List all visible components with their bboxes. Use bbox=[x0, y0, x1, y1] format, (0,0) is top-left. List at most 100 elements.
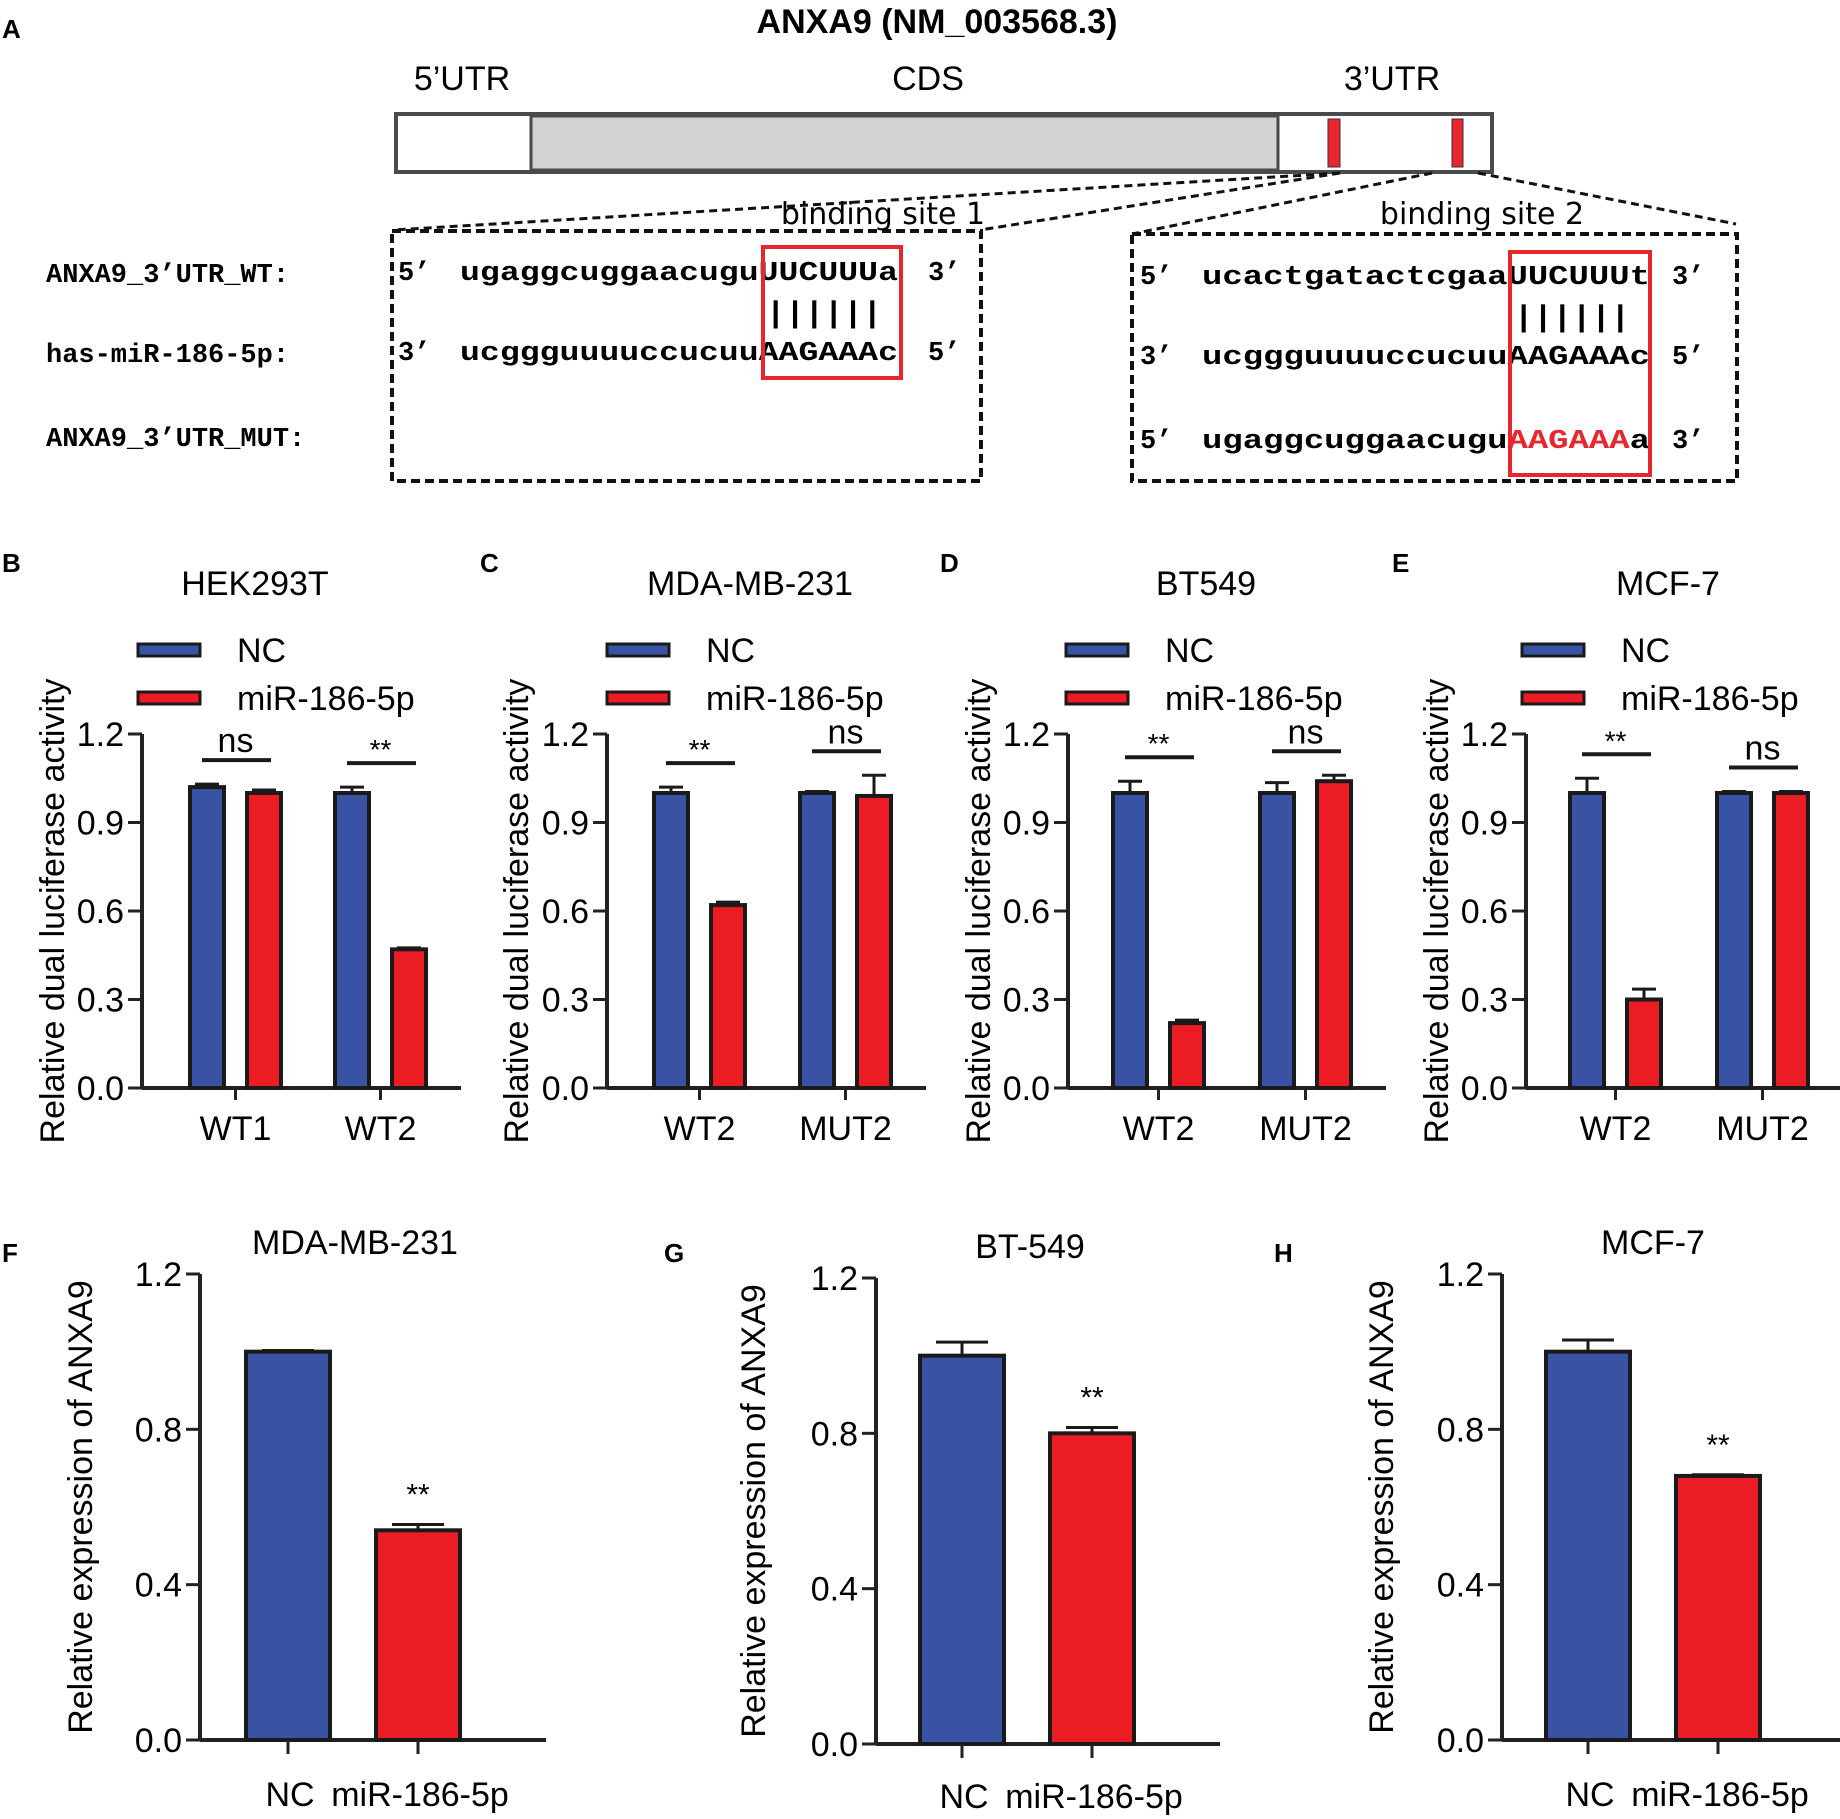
bar-mir-186-5p bbox=[1048, 1431, 1136, 1747]
y-tick-label: 0.9 bbox=[542, 805, 589, 843]
site1-wt-sequence: 5’ ugaggcuggaacugu UUCUUU a 3’ bbox=[398, 259, 960, 289]
y-axis-label: Relative dual luciferase activity bbox=[960, 679, 998, 1144]
y-tick-label: 0.0 bbox=[1461, 1070, 1508, 1108]
bar-mir-186-5p bbox=[390, 947, 428, 1090]
chart-f: F MDA-MB-231 0.0 0.4 0.8 1.2 Relative expressi… bbox=[2, 1224, 546, 1814]
x-tick-label: MUT2 bbox=[799, 1110, 892, 1148]
site1-wt-seq-line: ugaggcuggaacugu UUCUUU a bbox=[460, 259, 898, 289]
x-tick-label: NC bbox=[1565, 1776, 1614, 1814]
y-tick-label: 0.0 bbox=[77, 1070, 124, 1108]
significance-label: ** bbox=[406, 1478, 430, 1511]
site2-mut-p3: 3’ bbox=[1672, 427, 1704, 457]
y-tick-label: 0.3 bbox=[1003, 982, 1050, 1020]
y-tick-label: 0.6 bbox=[1003, 893, 1050, 931]
panel-letter: C bbox=[480, 548, 499, 578]
chart-g: G BT-549 0.0 0.4 0.8 1.2 Relative expression o… bbox=[664, 1228, 1220, 1816]
site1-highlight-box bbox=[761, 245, 903, 380]
site2-mut-sequence: 5’ ugaggcuggaacugu AAGAAA a 3’ bbox=[1140, 427, 1704, 457]
site1-box bbox=[390, 229, 983, 483]
site2-wt-p5: 5’ bbox=[1140, 263, 1172, 293]
y-tick-label: 0.9 bbox=[77, 805, 124, 843]
bar-nc bbox=[918, 1353, 1006, 1746]
panel-letter: H bbox=[1274, 1238, 1293, 1268]
bar-nc bbox=[1715, 791, 1753, 1090]
bar-nc bbox=[652, 791, 690, 1090]
panel-a: A ANXA9 (NM_003568.3) 5’UTR CDS 3’UTR bi… bbox=[2, 3, 1739, 483]
y-tick-label: 0.3 bbox=[77, 982, 124, 1020]
utr5-label: 5’UTR bbox=[414, 60, 510, 98]
significance-label: ** bbox=[1080, 1382, 1104, 1415]
site2-mir-core: AAGAAA bbox=[1507, 343, 1630, 373]
cds-region bbox=[529, 114, 1280, 172]
site1-mir-sequence: 3’ ucggguuuuccucuu AAGAAA c 5’ bbox=[398, 339, 960, 369]
panel-letter: E bbox=[1392, 548, 1409, 578]
bar-nc bbox=[798, 791, 836, 1090]
y-tick-label: 1.2 bbox=[1461, 716, 1508, 754]
legend-swatch-nc bbox=[136, 642, 202, 658]
bar-nc bbox=[333, 791, 371, 1090]
legend-swatch-mir bbox=[1064, 690, 1130, 706]
chart-h: H MCF-7 0.0 0.4 0.8 1.2 Relative expression of… bbox=[1274, 1224, 1840, 1814]
significance-label: ** bbox=[370, 734, 392, 765]
chart-c: C MDA-MB-231 NC miR-186-5p 0.0 0.3 0.6 0.9 1.2Re… bbox=[480, 548, 926, 1148]
panel-letter-a: A bbox=[2, 14, 21, 44]
y-tick-label: 0.9 bbox=[1003, 805, 1050, 843]
y-tick-label: 0.4 bbox=[811, 1571, 858, 1609]
x-tick-label: NC bbox=[939, 1778, 988, 1816]
chart-title: BT549 bbox=[1156, 565, 1256, 603]
y-tick-label: 0.3 bbox=[542, 982, 589, 1020]
binding-site-1-marker bbox=[1327, 118, 1341, 168]
legend-swatch-nc bbox=[605, 642, 671, 658]
y-tick-label: 0.6 bbox=[542, 893, 589, 931]
site2-label: binding site 2 bbox=[1380, 197, 1584, 232]
chart-title: MCF-7 bbox=[1616, 565, 1720, 603]
site2-wt-pre: ucactgatactcgaa bbox=[1202, 263, 1507, 293]
y-axis-label: Relative expression of ANXA9 bbox=[735, 1284, 773, 1738]
bar-mir-186-5p bbox=[1772, 791, 1810, 1090]
chart-title: MDA-MB-231 bbox=[647, 565, 853, 603]
bar-nc bbox=[1111, 791, 1149, 1090]
y-tick-label: 0.9 bbox=[1461, 805, 1508, 843]
y-tick-label: 0.0 bbox=[542, 1070, 589, 1108]
x-tick-label: MUT2 bbox=[1716, 1110, 1809, 1148]
legend-label-nc: NC bbox=[706, 632, 755, 670]
site1-wt-pre: ugaggcuggaacugu bbox=[460, 259, 759, 289]
y-tick-label: 0.0 bbox=[811, 1726, 858, 1764]
significance-label: ns bbox=[1288, 713, 1324, 751]
site1-mir-pre: ucggguuuuccucuu bbox=[460, 339, 759, 369]
site1-wt-p3: 3’ bbox=[928, 259, 960, 289]
y-axis-label: Relative dual luciferase activity bbox=[1418, 679, 1456, 1144]
significance-label: ** bbox=[689, 734, 711, 765]
site2-mir-sequence: 3’ ucggguuuuccucuu AAGAAA c 5’ bbox=[1140, 343, 1704, 373]
chart-title: MDA-MB-231 bbox=[252, 1224, 458, 1262]
y-tick-label: 0.0 bbox=[1003, 1070, 1050, 1108]
site2-box bbox=[1130, 232, 1739, 483]
bar-mir-186-5p bbox=[1674, 1473, 1762, 1743]
panel-letter: F bbox=[2, 1238, 18, 1268]
y-axis-label: Relative expression of ANXA9 bbox=[62, 1280, 100, 1734]
site2-wt-core: UUCUUU bbox=[1507, 263, 1629, 293]
site2-mut-pre: ugaggcuggaacugu bbox=[1202, 427, 1507, 457]
legend-swatch-mir bbox=[1520, 690, 1586, 706]
x-tick-label: MUT2 bbox=[1259, 1110, 1352, 1148]
site1-mir-seq-line: ucggguuuuccucuu AAGAAA c bbox=[460, 339, 898, 369]
bar-mir-186-5p bbox=[245, 791, 283, 1090]
x-tick-label: miR-186-5p bbox=[1005, 1778, 1183, 1816]
y-tick-label: 0.4 bbox=[135, 1567, 182, 1605]
bar-nc bbox=[1568, 791, 1606, 1090]
y-tick-label: 0.3 bbox=[1461, 982, 1508, 1020]
site1-mir-post: c bbox=[878, 339, 898, 369]
legend-label-mir: miR-186-5p bbox=[237, 680, 415, 718]
y-tick-label: 0.8 bbox=[1437, 1411, 1484, 1449]
y-tick-label: 1.2 bbox=[77, 716, 124, 754]
site1-pairs: |||||| bbox=[766, 298, 882, 332]
significance-label: ** bbox=[1148, 728, 1170, 759]
bar-nc bbox=[244, 1349, 332, 1742]
site2-mut-seq-line: ugaggcuggaacugu AAGAAA a bbox=[1202, 427, 1650, 457]
y-tick-label: 0.8 bbox=[135, 1411, 182, 1449]
legend-label-nc: NC bbox=[1165, 632, 1214, 670]
x-tick-label: WT2 bbox=[1580, 1110, 1652, 1148]
y-tick-label: 0.6 bbox=[77, 893, 124, 931]
site2-wt-post: t bbox=[1630, 263, 1650, 293]
